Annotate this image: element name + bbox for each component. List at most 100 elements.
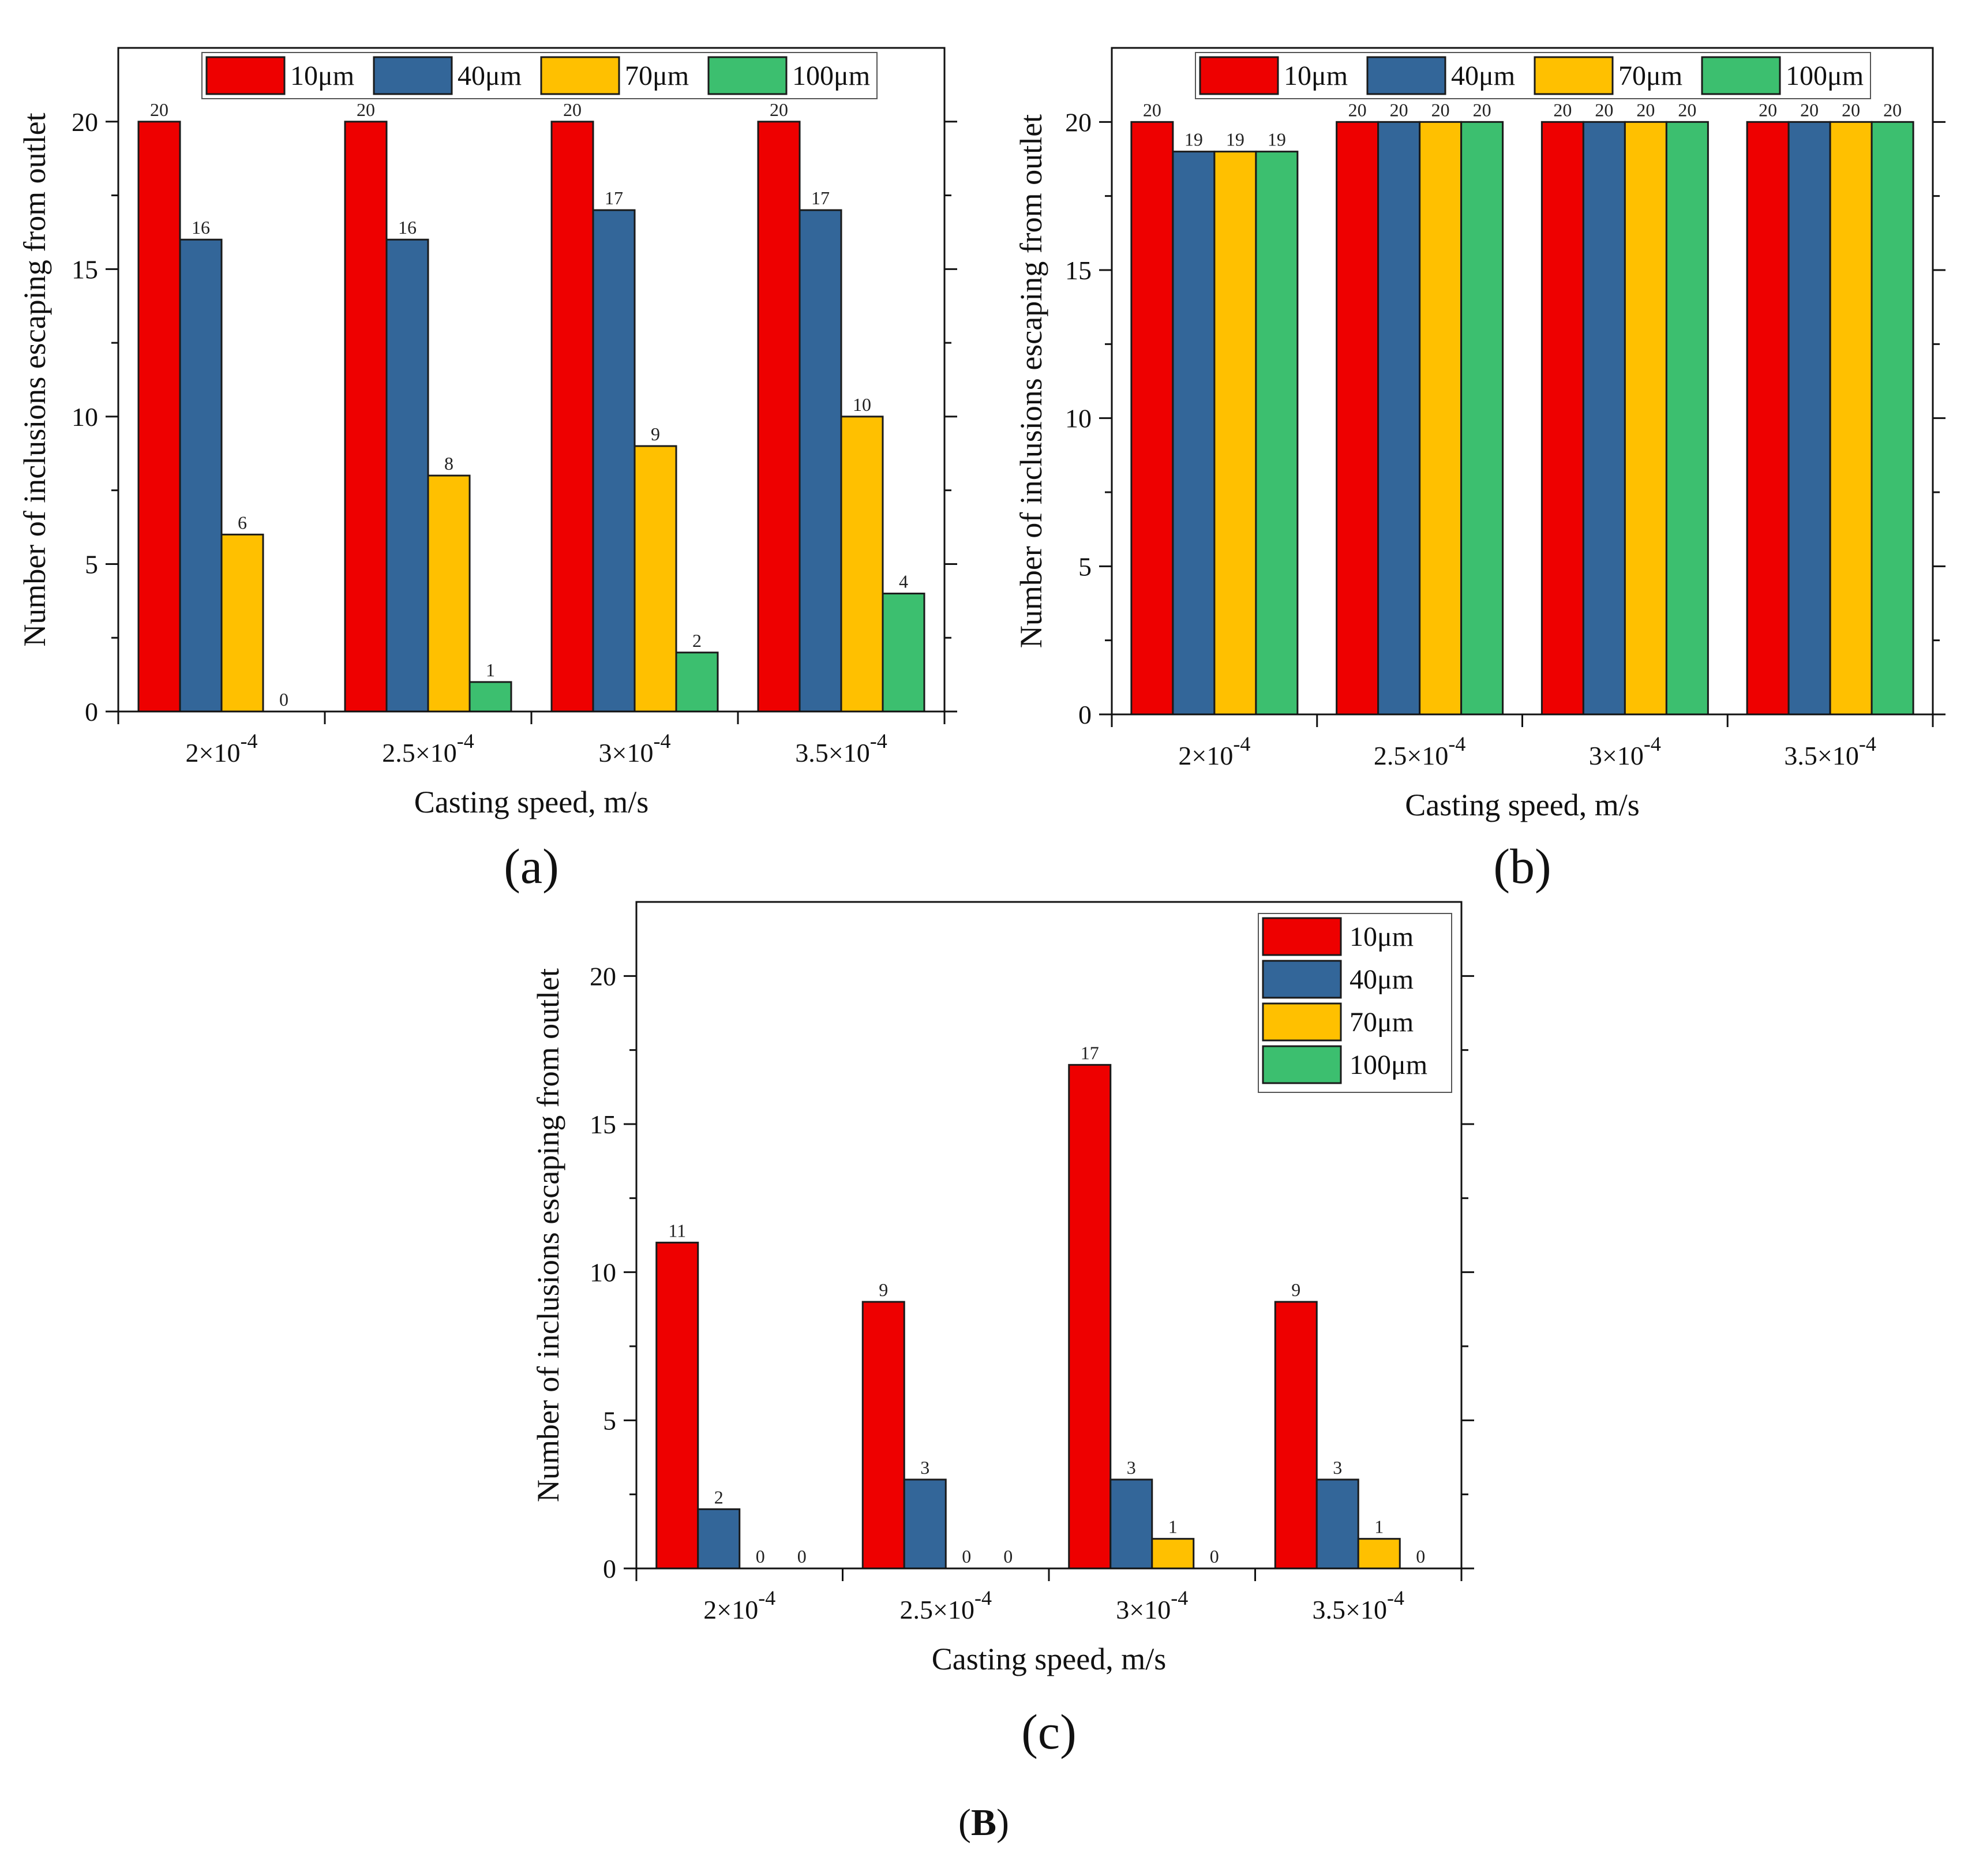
bar [1460,121,1504,716]
legend-label: 40μm [1451,61,1515,91]
data-label: 0 [1416,1546,1425,1567]
x-tick-base: 2.5×10 [1374,741,1448,770]
data-label: 3 [1333,1457,1342,1478]
legend: 10μm 40μm 70μm 100μm [1258,913,1452,1093]
data-label: 20 [1800,99,1819,120]
legend-label: 70μm [1618,61,1682,91]
bar [882,593,925,713]
bar [427,474,471,713]
data-label: 10 [853,394,871,415]
x-tick-base: 2×10 [703,1595,758,1624]
legend-swatch [1262,1002,1342,1042]
data-label: 0 [1210,1546,1219,1567]
data-label: 1 [486,660,495,680]
bar [1172,151,1216,716]
legend-swatch [1262,1045,1342,1084]
data-label: 20 [1883,99,1902,120]
x-tick-label: 3×10-4 [599,729,671,767]
x-tick-label: 3.5×10-4 [1784,732,1876,770]
x-tick-base: 3×10 [1116,1595,1171,1624]
x-axis-title: Casting speed, m/s [932,1642,1166,1676]
data-label: 20 [150,99,168,120]
x-tick-label: 2.5×10-4 [1374,732,1465,770]
legend-label: 40μm [1350,964,1414,995]
data-label: 20 [1842,99,1860,120]
y-tick-label: 15 [72,254,98,284]
y-tick-label: 5 [603,1406,616,1435]
bar [137,121,181,713]
data-label: 20 [1595,99,1613,120]
y-tick-label: 0 [85,697,98,727]
legend-label: 40μm [458,61,522,91]
y-tick-label: 20 [590,961,616,991]
data-label: 9 [1291,1279,1300,1300]
figure-label: (B) [958,1802,1009,1844]
bar [1665,121,1709,716]
legend: 10μm 40μm 70μm 100μm [1195,52,1871,99]
legend-swatch [1262,960,1342,999]
x-tick-base: 3×10 [599,738,654,767]
x-tick-base: 3×10 [1589,741,1644,770]
data-label: 3 [1127,1457,1136,1478]
x-tick-label: 3×10-4 [1116,1586,1188,1624]
bar [757,121,801,713]
bar [1870,121,1914,716]
data-label: 20 [1553,99,1572,120]
y-tick-label: 5 [85,549,98,579]
bar [799,209,842,713]
legend-swatch [707,56,788,95]
data-label: 17 [1081,1042,1099,1063]
bar [1274,1301,1318,1570]
x-tick-exponent: -4 [1644,732,1661,755]
data-label: 9 [651,424,660,444]
bar [861,1301,905,1570]
bar [697,1508,741,1570]
x-tick-exponent: -4 [870,729,887,752]
legend-label: 10μm [1284,61,1348,91]
data-label: 16 [398,217,417,238]
x-tick-base: 2×10 [186,738,241,767]
y-axis-title: Number of inclusions escaping from outle… [17,113,52,646]
x-tick-label: 3.5×10-4 [795,729,887,767]
data-label: 16 [192,217,210,238]
x-tick-label: 3×10-4 [1589,732,1661,770]
y-tick-label: 15 [1065,256,1092,285]
data-label: 19 [1268,129,1286,150]
data-label: 20 [1473,99,1491,120]
data-label: 6 [238,512,247,533]
x-tick-base: 2.5×10 [900,1595,974,1624]
data-label: 1 [1374,1516,1384,1537]
bar [220,533,264,713]
figure-label-open: ( [958,1802,971,1844]
x-tick-base: 3.5×10 [1313,1595,1387,1624]
data-label: 19 [1226,129,1244,150]
data-label: 1 [1168,1516,1178,1537]
bar [179,238,223,713]
data-label: 3 [920,1457,929,1478]
bar [655,1241,699,1570]
data-label: 8 [444,453,453,474]
legend-label: 10μm [290,61,354,91]
data-label: 20 [1636,99,1655,120]
data-label: 11 [668,1220,686,1241]
legend-label: 70μm [625,61,689,91]
bar [468,681,512,713]
data-label: 4 [899,571,908,592]
legend-label: 100μm [1350,1050,1427,1080]
y-tick-label: 0 [1078,700,1092,729]
x-tick-label: 3.5×10-4 [1313,1586,1404,1624]
x-tick-base: 2.5×10 [382,738,456,767]
x-tick-exponent: -4 [457,729,474,752]
legend-label: 100μm [1786,61,1864,91]
data-label: 0 [279,689,288,710]
bar [550,121,594,713]
data-label: 20 [563,99,582,120]
legend-swatch [1534,56,1614,95]
data-label: 20 [1348,99,1367,120]
data-label: 9 [879,1279,888,1300]
bar [840,415,884,713]
data-label: 20 [357,99,375,120]
x-tick-exponent: -4 [1171,1586,1188,1609]
